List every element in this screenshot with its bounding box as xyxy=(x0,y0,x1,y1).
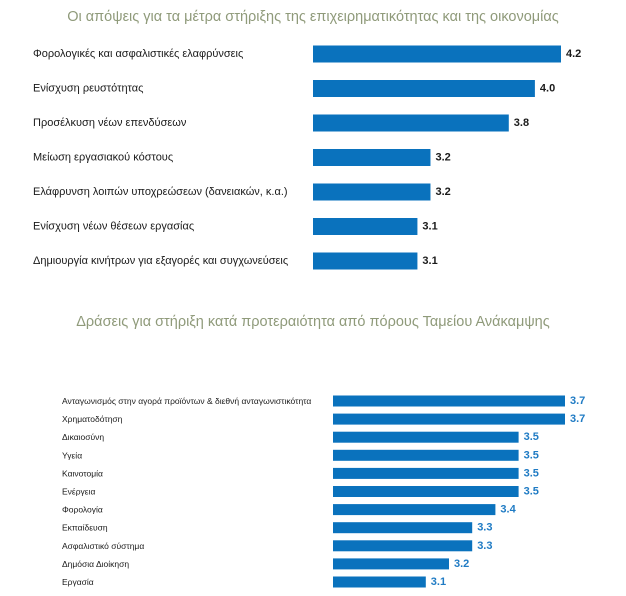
chart-1-bar-0 xyxy=(313,45,561,63)
chart-2-bar-4 xyxy=(333,467,519,479)
chart-2-bar-3 xyxy=(333,449,519,461)
chart-2-value-label-8: 3.3 xyxy=(477,540,492,552)
chart-1-category-label-2: Προσέλκυση νέων επενδύσεων xyxy=(33,117,187,129)
chart-2-bar-0 xyxy=(333,395,565,407)
chart-1-value-label-6: 3.1 xyxy=(422,255,437,267)
chart-2-category-label-2: Δικαιοσύνη xyxy=(62,432,104,442)
chart-2-category-label-5: Ενέργεια xyxy=(62,487,95,497)
chart-1-value-label-0: 4.2 xyxy=(566,48,581,60)
chart-2-bar-9 xyxy=(333,558,449,570)
chart-2-value-label-4: 3.5 xyxy=(524,467,539,479)
chart-2-category-label-0: Ανταγωνισμός στην αγορά προϊόντων & διεθ… xyxy=(62,396,311,406)
chart-2-bar-10 xyxy=(333,576,426,588)
chart-1-value-label-4: 3.2 xyxy=(435,186,450,198)
chart-1-bar-5 xyxy=(313,218,418,235)
chart-1-category-label-6: Δημιουργία κινήτρων για εξαγορές και συγ… xyxy=(33,255,288,267)
chart-2-category-label-3: Υγεία xyxy=(62,450,82,460)
chart-1-value-label-5: 3.1 xyxy=(422,221,437,233)
chart-2-bar-7 xyxy=(333,522,473,534)
chart-1-value-label-2: 3.8 xyxy=(514,117,529,129)
chart-2-category-label-7: Εκπαίδευση xyxy=(62,523,108,533)
chart-1-value-label-1: 4.0 xyxy=(540,83,555,95)
chart-1-title: Οι απόψεις για τα μέτρα στήριξης της επι… xyxy=(67,9,559,25)
chart-2-category-label-1: Χρηματοδότηση xyxy=(62,414,123,424)
chart-2-bar-5 xyxy=(333,486,519,497)
chart-1-bar-1 xyxy=(313,80,535,97)
chart-2-bar-8 xyxy=(333,540,473,552)
chart-1-bar-3 xyxy=(313,149,431,166)
chart-2-value-label-0: 3.7 xyxy=(570,395,585,407)
chart-1-category-label-5: Ενίσχυση νέων θέσεων εργασίας xyxy=(33,221,194,233)
chart-1-bar-6 xyxy=(313,252,418,270)
chart-1-category-label-3: Μείωση εργασιακού κόστους xyxy=(33,152,173,164)
chart-2-value-label-3: 3.5 xyxy=(524,449,539,461)
chart-2-category-label-8: Ασφαλιστικό σύστημα xyxy=(62,541,144,551)
chart-2-value-label-5: 3.5 xyxy=(524,486,539,498)
chart-2-bar-1 xyxy=(333,413,565,425)
chart-2-value-label-2: 3.5 xyxy=(524,431,539,443)
chart-2-category-label-10: Εργασία xyxy=(62,577,94,587)
chart-1-category-label-4: Ελάφρυνση λοιπών υποχρεώσεων (δανειακών,… xyxy=(33,186,288,198)
chart-2-value-label-10: 3.1 xyxy=(431,576,446,588)
chart-1-measures: Φορολογικές και ασφαλιστικές ελαφρύνσεις… xyxy=(33,45,581,270)
chart-1-value-label-3: 3.2 xyxy=(435,152,450,164)
chart-2-value-label-7: 3.3 xyxy=(477,522,492,534)
chart-1-category-label-1: Ενίσχυση ρευστότητας xyxy=(33,83,143,95)
chart-2-value-label-1: 3.7 xyxy=(570,413,585,425)
chart-1-bar-2 xyxy=(313,114,509,132)
chart-1-bar-4 xyxy=(313,183,431,201)
chart-2-category-label-4: Καινοτομία xyxy=(62,468,103,478)
chart-2-bar-6 xyxy=(333,504,496,516)
chart-2-value-label-9: 3.2 xyxy=(454,558,469,570)
chart-2-title: Δράσεις για στήριξη κατά προτεραιότητα α… xyxy=(76,314,550,330)
chart-2-value-label-6: 3.4 xyxy=(500,504,516,516)
chart-2-category-label-6: Φορολογία xyxy=(62,505,103,515)
chart-2-bar-2 xyxy=(333,431,519,443)
chart-2-category-label-9: Δημόσια Διοίκηση xyxy=(62,559,129,569)
chart-1-category-label-0: Φορολογικές και ασφαλιστικές ελαφρύνσεις xyxy=(33,48,243,60)
